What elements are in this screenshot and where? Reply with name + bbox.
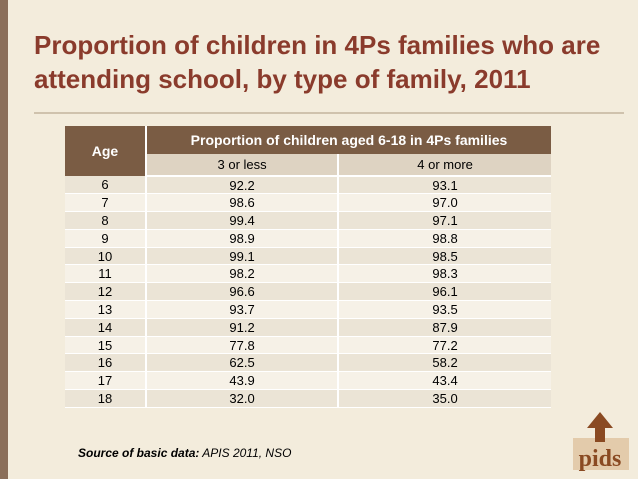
- age-cell: 17: [65, 371, 147, 391]
- column-header-3-or-less: 3 or less: [146, 154, 340, 177]
- value-3-or-less-cell: 98.6: [146, 193, 340, 213]
- logo-emblem: pids: [573, 412, 629, 472]
- table-row: 17 43.9 43.4: [65, 371, 551, 391]
- table-row: 8 99.4 97.1: [65, 211, 551, 230]
- table-row: 13 93.7 93.5: [65, 300, 551, 319]
- age-cell: 6: [65, 176, 147, 195]
- value-3-or-less-cell: 93.7: [146, 300, 340, 319]
- age-cell: 14: [65, 318, 147, 337]
- age-cell: 7: [65, 193, 147, 213]
- table-row: 16 62.5 58.2: [65, 353, 551, 373]
- value-4-or-more-cell: 93.5: [338, 300, 551, 319]
- table-row: 6 92.2 93.1: [65, 176, 551, 195]
- age-header: Age: [65, 126, 147, 176]
- value-3-or-less-cell: 99.4: [146, 211, 340, 230]
- value-4-or-more-cell: 93.1: [338, 176, 551, 195]
- table-row: 9 98.9 98.8: [65, 229, 551, 248]
- table-row: 10 99.1 98.5: [65, 247, 551, 266]
- table-row: 7 98.6 97.0: [65, 193, 551, 213]
- value-3-or-less-cell: 32.0: [146, 389, 340, 408]
- value-4-or-more-cell: 96.1: [338, 282, 551, 302]
- source-note: Source of basic data: APIS 2011, NSO: [78, 446, 291, 460]
- value-3-or-less-cell: 99.1: [146, 247, 340, 266]
- table-row: 12 96.6 96.1: [65, 282, 551, 302]
- title-divider: [34, 112, 624, 114]
- age-cell: 11: [65, 264, 147, 284]
- value-4-or-more-cell: 77.2: [338, 336, 551, 355]
- value-4-or-more-cell: 43.4: [338, 371, 551, 391]
- slide-title: Proportion of children in 4Ps families w…: [34, 30, 601, 94]
- value-3-or-less-cell: 92.2: [146, 176, 340, 195]
- data-table: Age Proportion of children aged 6-18 in …: [65, 126, 551, 408]
- age-cell: 10: [65, 247, 147, 266]
- table-row: 15 77.8 77.2: [65, 336, 551, 355]
- value-3-or-less-cell: 62.5: [146, 353, 340, 373]
- column-header-4-or-more: 4 or more: [338, 154, 551, 177]
- svg-text:pids: pids: [579, 446, 622, 472]
- value-3-or-less-cell: 77.8: [146, 336, 340, 355]
- value-4-or-more-cell: 97.1: [338, 211, 551, 230]
- value-3-or-less-cell: 96.6: [146, 282, 340, 302]
- left-accent-bar: [0, 0, 8, 479]
- table-row: 18 32.0 35.0: [65, 389, 551, 408]
- value-4-or-more-cell: 87.9: [338, 318, 551, 337]
- age-cell: 12: [65, 282, 147, 302]
- age-cell: 16: [65, 353, 147, 373]
- group-header: Proportion of children aged 6-18 in 4Ps …: [146, 126, 551, 154]
- source-label: Source of basic data:: [78, 446, 200, 460]
- table-row: 11 98.2 98.3: [65, 264, 551, 284]
- age-cell: 18: [65, 389, 147, 408]
- age-cell: 9: [65, 229, 147, 248]
- table-row: 14 91.2 87.9: [65, 318, 551, 337]
- value-4-or-more-cell: 98.3: [338, 264, 551, 284]
- value-4-or-more-cell: 97.0: [338, 193, 551, 213]
- value-3-or-less-cell: 98.2: [146, 264, 340, 284]
- value-4-or-more-cell: 98.8: [338, 229, 551, 248]
- value-4-or-more-cell: 35.0: [338, 389, 551, 408]
- value-3-or-less-cell: 43.9: [146, 371, 340, 391]
- age-cell: 8: [65, 211, 147, 230]
- value-3-or-less-cell: 91.2: [146, 318, 340, 337]
- source-text: APIS 2011, NSO: [199, 446, 292, 460]
- age-cell: 15: [65, 336, 147, 355]
- value-4-or-more-cell: 98.5: [338, 247, 551, 266]
- pids-logo: pids: [573, 412, 629, 472]
- value-4-or-more-cell: 58.2: [338, 353, 551, 373]
- value-3-or-less-cell: 98.9: [146, 229, 340, 248]
- age-cell: 13: [65, 300, 147, 319]
